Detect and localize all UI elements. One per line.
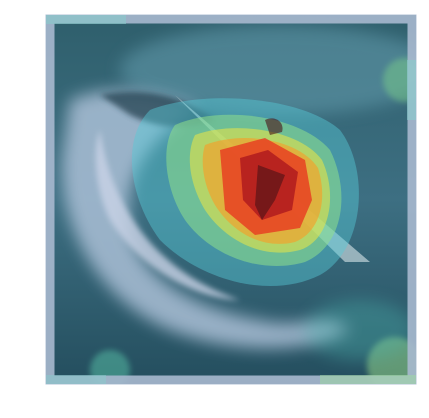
frame-tile: [407, 60, 416, 120]
heat-corner: [383, 58, 416, 102]
frame-tile: [46, 375, 106, 384]
wave-shadow: [100, 91, 215, 127]
heat-region: [305, 300, 415, 360]
frame: [45, 14, 417, 385]
surfer: [255, 118, 285, 220]
foam-bright: [95, 130, 241, 300]
sea-light: [120, 25, 416, 115]
frame-tile: [320, 375, 416, 384]
foam: [61, 90, 350, 349]
frame-tile: [46, 15, 126, 24]
heatmap: [131, 98, 359, 287]
photo: [46, 15, 416, 384]
